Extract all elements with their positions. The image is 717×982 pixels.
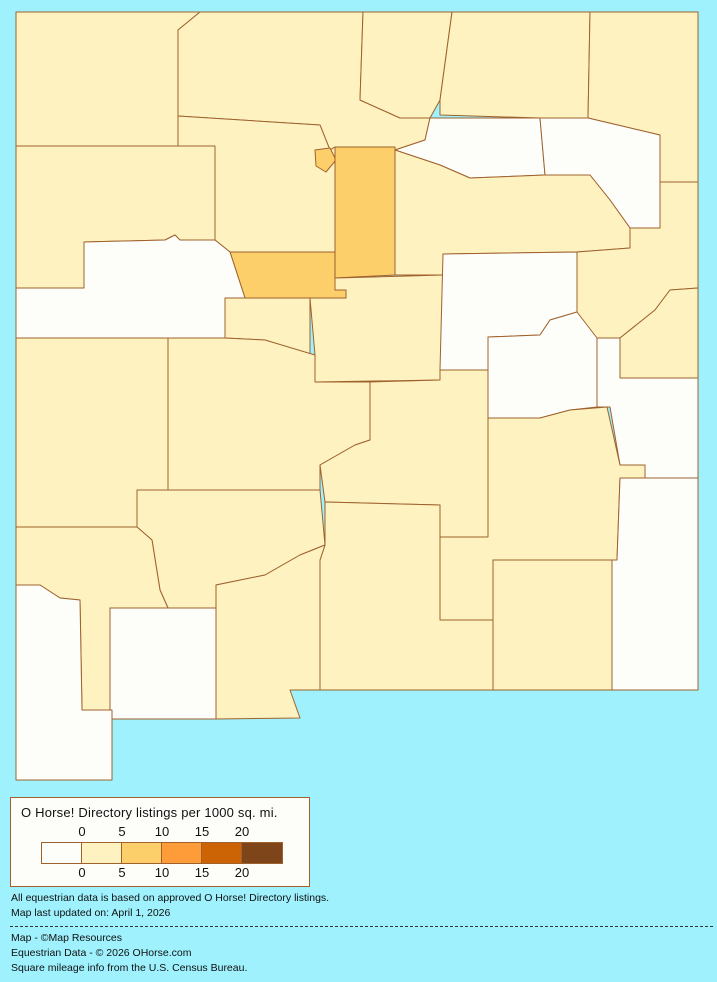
legend-tick-bottom: 0 [78, 865, 86, 880]
county-region [15, 584, 113, 781]
map-credit: Map - ©Map Resources [11, 932, 123, 944]
county-region [215, 544, 326, 720]
legend: O Horse! Directory listings per 1000 sq.… [10, 797, 310, 887]
legend-tick-top: 0 [78, 824, 86, 839]
legend-tick-bottom: 10 [154, 865, 170, 880]
county-region [109, 607, 217, 720]
county-region [611, 477, 699, 691]
legend-swatch [42, 843, 82, 863]
legend-swatch [242, 843, 282, 863]
county-region [314, 147, 337, 173]
legend-tick-bottom: 20 [234, 865, 250, 880]
legend-tick-bottom: 5 [118, 865, 126, 880]
county-region [15, 11, 201, 147]
update-note: Map last updated on: April 1, 2026 [11, 907, 171, 919]
legend-swatch [202, 843, 242, 863]
legend-title: O Horse! Directory listings per 1000 sq.… [21, 805, 278, 820]
county-region [334, 146, 396, 279]
legend-swatch [122, 843, 162, 863]
data-credit: Equestrian Data - © 2026 OHorse.com [11, 947, 192, 959]
divider [10, 926, 713, 927]
census-credit: Square mileage info from the U.S. Census… [11, 962, 248, 974]
county-map [15, 11, 699, 781]
county-region [229, 251, 347, 299]
county-region [492, 559, 613, 691]
legend-tick-top: 15 [194, 824, 210, 839]
county-region [439, 11, 591, 119]
legend-tick-top: 20 [234, 824, 250, 839]
data-note: All equestrian data is based on approved… [11, 892, 330, 904]
legend-swatch [162, 843, 202, 863]
legend-swatch [82, 843, 122, 863]
legend-tick-top: 5 [118, 824, 126, 839]
county-region [359, 11, 453, 119]
legend-tick-bottom: 15 [194, 865, 210, 880]
legend-tick-top: 10 [154, 824, 170, 839]
legend-color-bar [41, 842, 283, 864]
